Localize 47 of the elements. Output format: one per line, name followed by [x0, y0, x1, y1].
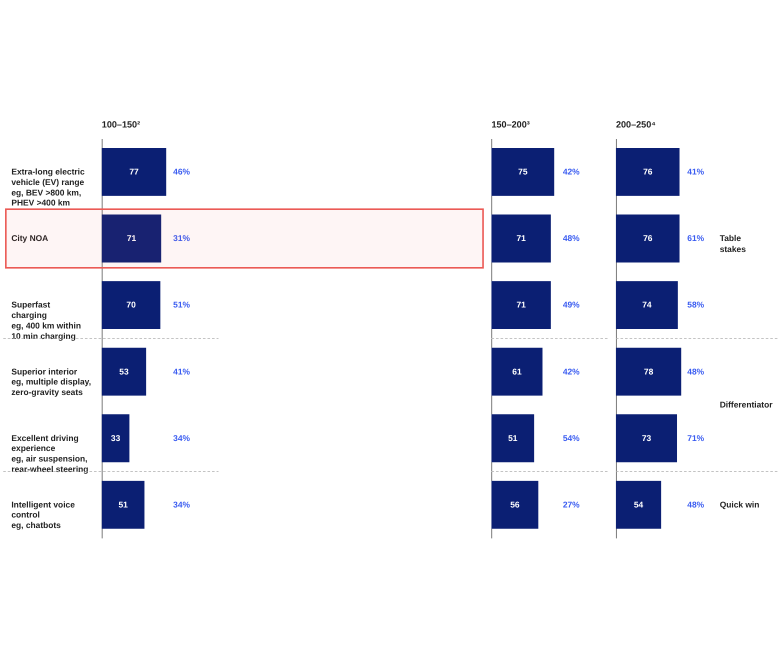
text: 41%	[173, 366, 190, 376]
data-label: 71	[516, 300, 526, 310]
data-label: 71	[126, 233, 136, 244]
data-label: 76	[643, 233, 653, 244]
data-label: 77	[129, 166, 139, 177]
text: 34%	[173, 432, 190, 443]
text: 27%	[562, 499, 580, 510]
data-label: 74	[642, 300, 652, 310]
data-label: 61	[512, 366, 522, 376]
text: Quick win	[720, 499, 760, 510]
text: 61%	[687, 233, 705, 244]
text: 46%	[173, 166, 190, 177]
data-label: 51	[508, 432, 518, 443]
text: 51%	[173, 300, 190, 310]
data-label: 76	[643, 166, 653, 177]
y-tick-label: Intelligent voice control eg, chatbots	[11, 499, 76, 530]
data-label: 33	[110, 432, 121, 443]
text: 41%	[687, 166, 705, 177]
data-label: 56	[510, 499, 520, 510]
chart-title: 150–200³	[491, 120, 530, 130]
text: Table stakes	[720, 233, 746, 254]
text: 48%	[687, 366, 705, 376]
data-label: 73	[642, 432, 652, 443]
text: Differentiator	[720, 400, 774, 410]
text: 34%	[173, 499, 190, 510]
text: 42%	[562, 366, 580, 376]
y-tick-label: Excellent driving experience eg, air suspension, rear-wheel steering	[11, 432, 88, 474]
y-tick-label: Extra-long electric vehicle (EV) range eg, BEV >800 km, PHEV >400 km	[11, 166, 86, 208]
data-label: 51	[118, 499, 128, 510]
data-label: 54	[634, 499, 644, 510]
data-label: 75	[518, 166, 528, 177]
text: 54%	[562, 432, 580, 443]
text: 49%	[562, 300, 580, 310]
y-tick-label: City NOA	[11, 233, 48, 244]
chart-title: 100–150²	[102, 120, 140, 130]
chart-title: 200–250⁴	[616, 120, 656, 130]
data-label: 71	[516, 233, 526, 244]
text: 31%	[173, 233, 190, 244]
text: 48%	[562, 233, 580, 244]
text: 71%	[687, 432, 705, 443]
y-tick-label: Superior interior eg, multiple display, zero-gravity seats	[11, 366, 92, 397]
text: 58%	[687, 300, 705, 310]
data-label: 78	[644, 366, 654, 376]
text: 48%	[687, 499, 705, 510]
text: 42%	[562, 166, 580, 177]
data-label: 70	[126, 300, 136, 310]
data-label: 53	[119, 366, 129, 376]
